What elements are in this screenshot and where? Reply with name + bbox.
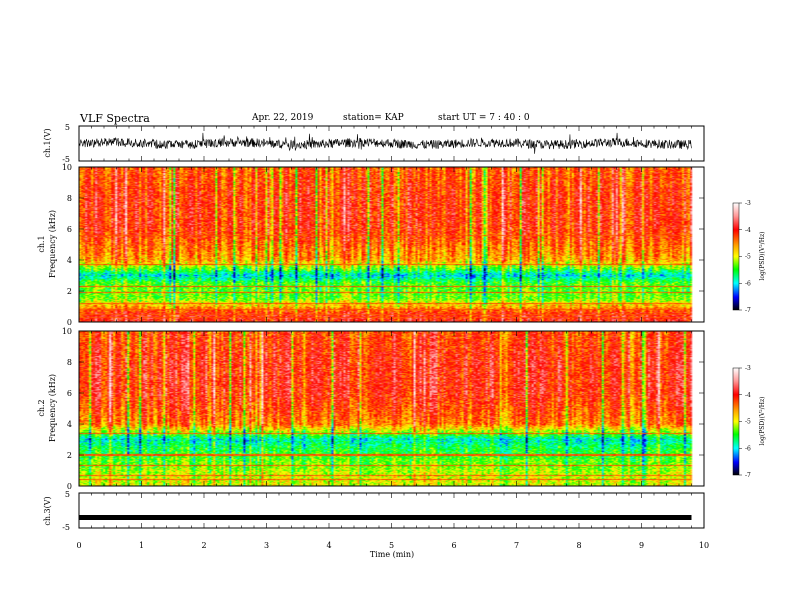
start-time-label: start UT = 7 : 40 : 0 (438, 113, 530, 123)
time-tick-label: 8 (576, 541, 581, 550)
colorbar-tick-label: -6 (745, 280, 751, 287)
colorbar-tick-label: -3 (745, 365, 751, 372)
frame-ticks (78, 126, 705, 528)
colorbar-tick-label: -7 (745, 307, 751, 314)
ch3-waveform-panel: 5 -5 ch.3(V) 0 1 2 3 4 5 6 7 8 9 10 Time (min) (43, 490, 709, 559)
ch1-spectrogram-panel: 0 2 4 6 8 10 ch.1 Frequency (kHz) (37, 163, 705, 327)
ch2-colorbar-scale (732, 367, 740, 476)
time-tick-label: 5 (389, 541, 394, 550)
ch1-spec-ylabel: Frequency (kHz) (48, 210, 57, 278)
freq-tick-label: 4 (67, 420, 72, 429)
ch1-ylabel: ch.1(V) (43, 128, 52, 157)
time-tick-label: 2 (201, 541, 206, 550)
ch2-spectrogram-panel: 0 2 4 6 8 10 ch.2 Frequency (kHz) (37, 327, 705, 491)
freq-tick-label: 10 (62, 327, 72, 336)
colorbar-tick-label: -4 (745, 392, 751, 399)
colorbar-tick-label: -4 (745, 227, 751, 234)
colorbar-tick-label: -7 (745, 472, 751, 479)
ch1-colorbar-scale (732, 202, 740, 311)
freq-tick-label: 10 (62, 163, 72, 172)
freq-tick-label: 6 (67, 389, 72, 398)
figure-title: VLF Spectra (80, 112, 150, 125)
ch1-waveform-trace (78, 132, 692, 154)
date-label: Apr. 22, 2019 (252, 113, 314, 123)
ch3-ytick-top: 5 (65, 490, 70, 499)
freq-tick-label: 4 (67, 256, 72, 265)
station-label: station= KAP (343, 113, 404, 123)
ch3-frame (78, 492, 705, 529)
time-tick-label: 0 (76, 541, 81, 550)
time-axis-label: Time (min) (370, 550, 414, 559)
time-tick-label: 4 (326, 541, 331, 550)
ch1-spectrogram-yticks: 0 2 4 6 8 10 (62, 163, 704, 327)
ch1-colorbar-label: log(PSD)(V2/Hz) (758, 232, 767, 281)
colorbar-tick-label: -6 (745, 445, 751, 452)
colorbar-tick-label: -5 (745, 254, 751, 261)
ch1-spec-ylabel-top: ch.1 (37, 235, 46, 252)
ch2-colorbar-label: log(PSD)(V2/Hz) (758, 397, 767, 446)
time-tick-label: 9 (639, 541, 644, 550)
time-tick-label: 1 (139, 541, 144, 550)
freq-tick-label: 6 (67, 225, 72, 234)
time-tick-label: 6 (451, 541, 456, 550)
ch1-colorbar: -3 -4 -5 -6 -7 log(PSD)(V2/Hz) (732, 200, 767, 314)
time-tick-label: 3 (264, 541, 269, 550)
ch1-spectrogram-image (79, 167, 704, 322)
ch2-colorbar: -3 -4 -5 -6 -7 log(PSD)(V2/Hz) (732, 365, 767, 479)
time-axis-ticks: 0 1 2 3 4 5 6 7 8 9 10 (76, 541, 709, 550)
ch1-ytick-top: 5 (65, 123, 70, 132)
freq-tick-label: 0 (67, 482, 72, 491)
ch2-colorbar-ticks: -3 -4 -5 -6 -7 (739, 365, 751, 479)
time-tick-label: 7 (514, 541, 519, 550)
freq-tick-label: 8 (67, 358, 72, 367)
ch1-waveform-panel: 5 -5 ch.1(V) (43, 123, 705, 164)
ch2-spec-ylabel-top: ch.2 (37, 399, 46, 416)
freq-tick-label: 2 (67, 287, 72, 296)
ch3-ylabel: ch.3(V) (43, 496, 52, 525)
ch3-waveform-trace (79, 515, 692, 520)
time-tick-label: 10 (699, 541, 709, 550)
ch2-spectrogram-image (79, 331, 704, 486)
ch2-spectrogram-yticks: 0 2 4 6 8 10 (62, 327, 704, 491)
colorbar-tick-label: -3 (745, 200, 751, 207)
ch1-colorbar-ticks: -3 -4 -5 -6 -7 (739, 200, 751, 314)
colorbar-tick-label: -5 (745, 419, 751, 426)
ch2-spec-ylabel: Frequency (kHz) (48, 374, 57, 442)
freq-tick-label: 2 (67, 451, 72, 460)
ch1-ytick-bottom: -5 (62, 155, 70, 164)
ch3-ytick-bottom: -5 (62, 523, 70, 532)
freq-tick-label: 0 (67, 318, 72, 327)
freq-tick-label: 8 (67, 194, 72, 203)
